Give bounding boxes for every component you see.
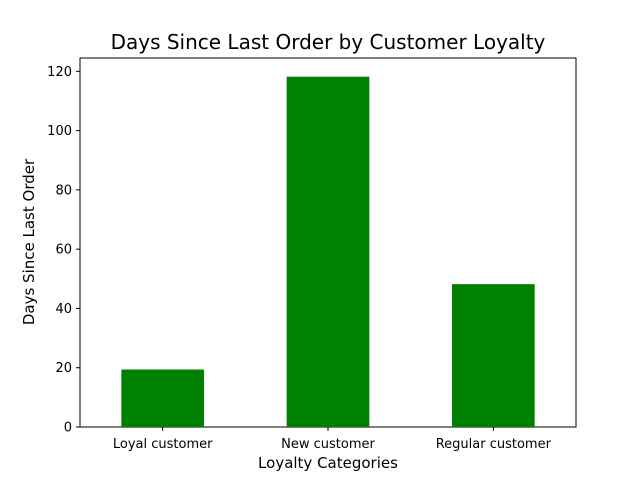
x-axis-label: Loyalty Categories — [258, 454, 398, 472]
x-tick-label-0: Loyal customer — [113, 437, 213, 452]
y-tick-label-3: 60 — [55, 243, 72, 258]
x-axis: Loyal customer New customer Regular custom… — [113, 427, 552, 452]
x-tick-label-1: New customer — [281, 437, 375, 452]
y-tick-label-2: 40 — [55, 302, 72, 317]
y-axis: 0 20 40 60 80 100 120 — [47, 65, 80, 436]
bar-2 — [452, 284, 535, 427]
y-tick-label-0: 0 — [64, 421, 72, 436]
plot-area: 0 20 40 60 80 100 120 Loyal customer New custom… — [47, 57, 577, 452]
bar-1 — [286, 76, 370, 427]
y-axis-label: Days Since Last Order — [20, 158, 38, 325]
x-tick-label-2: Regular customer — [436, 437, 552, 452]
chart-title: Days Since Last Order by Customer Loyalt… — [111, 30, 546, 54]
y-tick-label-4: 80 — [55, 183, 72, 198]
y-tick-label-5: 100 — [47, 124, 72, 139]
y-tick-label-6: 120 — [47, 65, 72, 80]
bar-0 — [121, 369, 204, 427]
bars-group — [121, 76, 535, 427]
y-tick-label-1: 20 — [55, 361, 72, 376]
